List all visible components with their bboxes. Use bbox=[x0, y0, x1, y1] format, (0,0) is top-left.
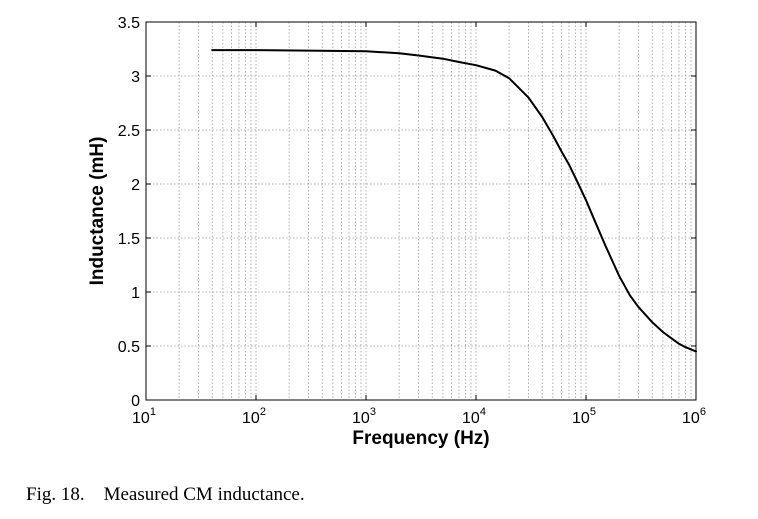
y-tick-label: 0 bbox=[131, 393, 140, 410]
x-tick-label-base: 10 bbox=[572, 410, 590, 427]
x-tick-label-exponent: 5 bbox=[590, 406, 596, 418]
y-tick-label: 1.5 bbox=[118, 231, 140, 248]
x-tick-label: 102 bbox=[242, 406, 266, 427]
x-tick-label-exponent: 4 bbox=[480, 406, 486, 418]
plot-area-frame bbox=[145, 21, 697, 401]
y-axis-label: Inductance (mH) bbox=[87, 137, 108, 286]
y-tick-label: 2 bbox=[131, 177, 140, 194]
x-tick-label-base: 10 bbox=[462, 410, 480, 427]
x-tick-label-base: 10 bbox=[352, 410, 370, 427]
y-tick-label: 0.5 bbox=[118, 339, 140, 356]
x-tick-label-base: 10 bbox=[132, 410, 150, 427]
x-tick-label: 106 bbox=[682, 406, 706, 427]
x-tick-label-base: 10 bbox=[682, 410, 700, 427]
y-tick-label: 2.5 bbox=[118, 123, 140, 140]
grid bbox=[146, 22, 696, 400]
x-axis-label: Frequency (Hz) bbox=[352, 428, 489, 449]
x-tick-label: 105 bbox=[572, 406, 596, 427]
figure-caption: Fig. 18. Measured CM inductance. bbox=[26, 484, 305, 505]
x-tick-label: 101 bbox=[132, 406, 156, 427]
inductance-series-line bbox=[211, 49, 697, 353]
x-tick-label-base: 10 bbox=[242, 410, 260, 427]
y-tick-label: 1 bbox=[131, 285, 140, 302]
y-tick-label: 3.5 bbox=[118, 15, 140, 32]
x-tick-label-exponent: 1 bbox=[150, 406, 156, 418]
y-tick-label: 3 bbox=[131, 69, 140, 86]
x-tick-label-exponent: 3 bbox=[370, 406, 376, 418]
series-layer bbox=[211, 49, 697, 353]
x-tick-label: 104 bbox=[462, 406, 486, 427]
x-tick-label: 103 bbox=[352, 406, 376, 427]
x-tick-label-exponent: 6 bbox=[700, 406, 706, 418]
x-tick-label-exponent: 2 bbox=[260, 406, 266, 418]
